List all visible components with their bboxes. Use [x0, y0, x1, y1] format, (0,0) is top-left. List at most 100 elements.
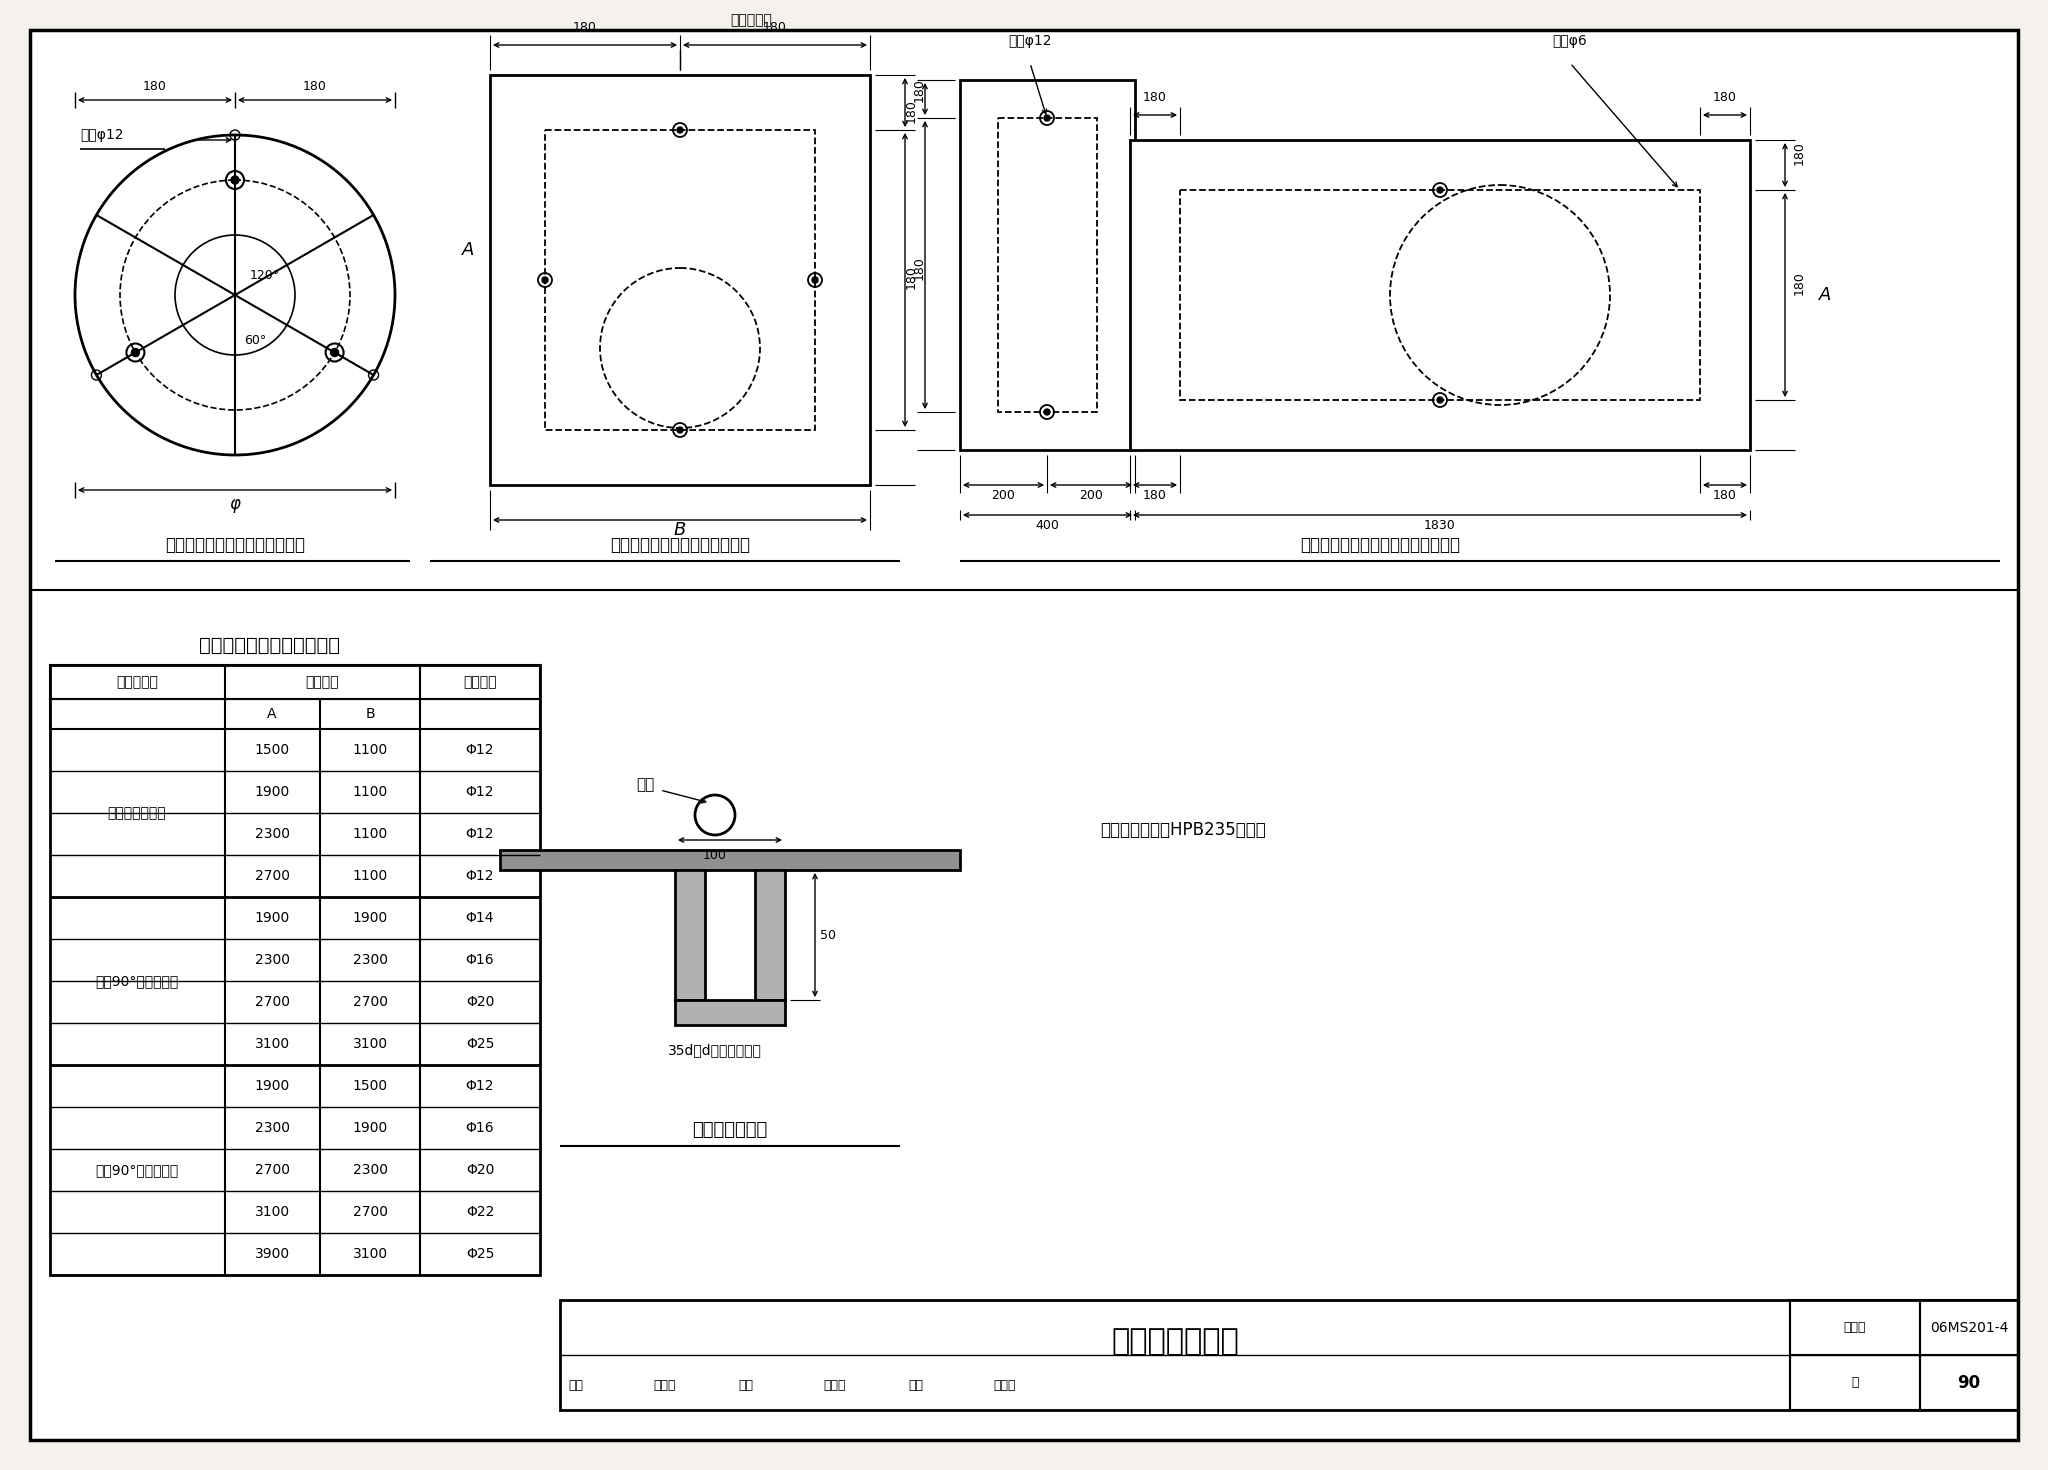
Text: 矩形检查井盖板吊钩规格表: 矩形检查井盖板吊钩规格表: [199, 635, 340, 654]
Circle shape: [678, 126, 682, 132]
Text: Φ12: Φ12: [465, 1079, 494, 1094]
Text: 3100: 3100: [352, 1036, 387, 1051]
Text: Φ12: Φ12: [465, 785, 494, 800]
Text: 陈宗明: 陈宗明: [653, 1379, 676, 1392]
Text: Φ16: Φ16: [465, 1122, 494, 1135]
Text: 说明：吊钉采用HPB235钙筋。: 说明：吊钉采用HPB235钙筋。: [1100, 822, 1266, 839]
Text: A: A: [1819, 287, 1831, 304]
Text: 吊钩: 吊钩: [635, 778, 653, 792]
Text: 60°: 60°: [244, 334, 266, 347]
Text: 1900: 1900: [352, 1122, 387, 1135]
Bar: [1790, 1299, 1921, 1410]
Text: B: B: [365, 707, 375, 720]
Text: 3100: 3100: [254, 1205, 289, 1219]
Bar: [1921, 1299, 2017, 1410]
Text: 1830: 1830: [1423, 519, 1456, 532]
Text: 矩形检查井盖板吊钉平面布置图: 矩形检查井盖板吊钉平面布置图: [610, 537, 750, 554]
Text: 180: 180: [1712, 91, 1737, 104]
Text: 周国华: 周国华: [823, 1379, 846, 1392]
Text: 180: 180: [1792, 270, 1806, 295]
Text: Φ12: Φ12: [465, 828, 494, 841]
Text: 2300: 2300: [254, 953, 289, 967]
Text: 设计: 设计: [907, 1379, 924, 1392]
Text: 2700: 2700: [254, 1163, 289, 1177]
Text: 35d（d为吊钩直径）: 35d（d为吊钩直径）: [668, 1044, 762, 1057]
Bar: [756, 870, 784, 1000]
Text: 页: 页: [1851, 1376, 1860, 1389]
Text: 180: 180: [573, 21, 596, 34]
Text: 矩形90°四通检查井: 矩形90°四通检查井: [96, 1163, 178, 1177]
Text: 2300: 2300: [352, 1163, 387, 1177]
Text: 2300: 2300: [352, 953, 387, 967]
Text: 180: 180: [905, 98, 918, 123]
Text: Φ12: Φ12: [465, 869, 494, 883]
Text: 校对: 校对: [737, 1379, 754, 1392]
Bar: [49, 664, 541, 1274]
Text: 2300: 2300: [254, 1122, 289, 1135]
Text: Φ22: Φ22: [465, 1205, 494, 1219]
Circle shape: [811, 276, 817, 284]
Text: 审核: 审核: [567, 1379, 584, 1392]
Text: 张连奎: 张连奎: [993, 1379, 1016, 1392]
Text: 180: 180: [1143, 490, 1167, 501]
Text: 吊钩见下表: 吊钩见下表: [729, 13, 772, 26]
Text: 180: 180: [1792, 141, 1806, 165]
Text: 180: 180: [143, 79, 168, 93]
Bar: [676, 1000, 784, 1025]
Text: 1900: 1900: [254, 911, 289, 925]
Text: 200: 200: [991, 490, 1016, 501]
Text: φ: φ: [229, 495, 240, 513]
Text: 矩形直线检查井: 矩形直线检查井: [109, 806, 166, 820]
Bar: [49, 664, 541, 700]
Circle shape: [231, 176, 240, 184]
Text: 吊钩规格: 吊钩规格: [463, 675, 498, 689]
Text: 06MS201-4: 06MS201-4: [1929, 1320, 2009, 1335]
Text: 90: 90: [1958, 1373, 1980, 1392]
Text: A: A: [461, 241, 475, 259]
Text: 180: 180: [913, 78, 926, 101]
Bar: [961, 79, 1135, 450]
Text: 180: 180: [1712, 490, 1737, 501]
Text: B: B: [674, 520, 686, 539]
Text: 1500: 1500: [254, 742, 289, 757]
Text: Φ14: Φ14: [465, 911, 494, 925]
Bar: [1130, 140, 1749, 450]
Text: 检查井类型: 检查井类型: [117, 675, 158, 689]
Circle shape: [1044, 115, 1051, 121]
Circle shape: [1044, 409, 1051, 415]
Text: 1100: 1100: [352, 785, 387, 800]
Text: 图集号: 图集号: [1843, 1322, 1866, 1333]
Text: 3100: 3100: [254, 1036, 289, 1051]
Bar: [676, 870, 705, 1000]
Text: 盖板吊钩安装图: 盖板吊钩安装图: [1112, 1327, 1239, 1357]
Text: 2700: 2700: [352, 995, 387, 1008]
Text: 吊钩φ12: 吊钩φ12: [80, 128, 123, 143]
Text: 2700: 2700: [254, 995, 289, 1008]
Text: 1100: 1100: [352, 869, 387, 883]
Text: 井室尺寸: 井室尺寸: [305, 675, 338, 689]
Text: 400: 400: [1034, 519, 1059, 532]
Circle shape: [543, 276, 549, 284]
Bar: [559, 1299, 2017, 1410]
Text: 圆形检查井盖板吊钉平面布置图: 圆形检查井盖板吊钉平面布置图: [166, 537, 305, 554]
Text: 阶梯形跳水井井盖板吊钉平面布置图: 阶梯形跳水井井盖板吊钉平面布置图: [1300, 537, 1460, 554]
Text: 120°: 120°: [250, 269, 281, 281]
Text: 180: 180: [913, 256, 926, 279]
Text: Φ25: Φ25: [465, 1036, 494, 1051]
Text: 1900: 1900: [254, 1079, 289, 1094]
Bar: [997, 118, 1098, 412]
Bar: [545, 129, 815, 431]
Circle shape: [1438, 397, 1444, 403]
Bar: [500, 850, 961, 870]
Text: 50: 50: [819, 929, 836, 941]
Text: 2700: 2700: [352, 1205, 387, 1219]
Text: 180: 180: [303, 79, 328, 93]
Circle shape: [330, 348, 338, 357]
Text: 200: 200: [1079, 490, 1104, 501]
Text: 2700: 2700: [254, 869, 289, 883]
Text: 180: 180: [764, 21, 786, 34]
Text: 180: 180: [1143, 91, 1167, 104]
Text: 3900: 3900: [254, 1247, 289, 1261]
Text: 1500: 1500: [352, 1079, 387, 1094]
Text: 3100: 3100: [352, 1247, 387, 1261]
